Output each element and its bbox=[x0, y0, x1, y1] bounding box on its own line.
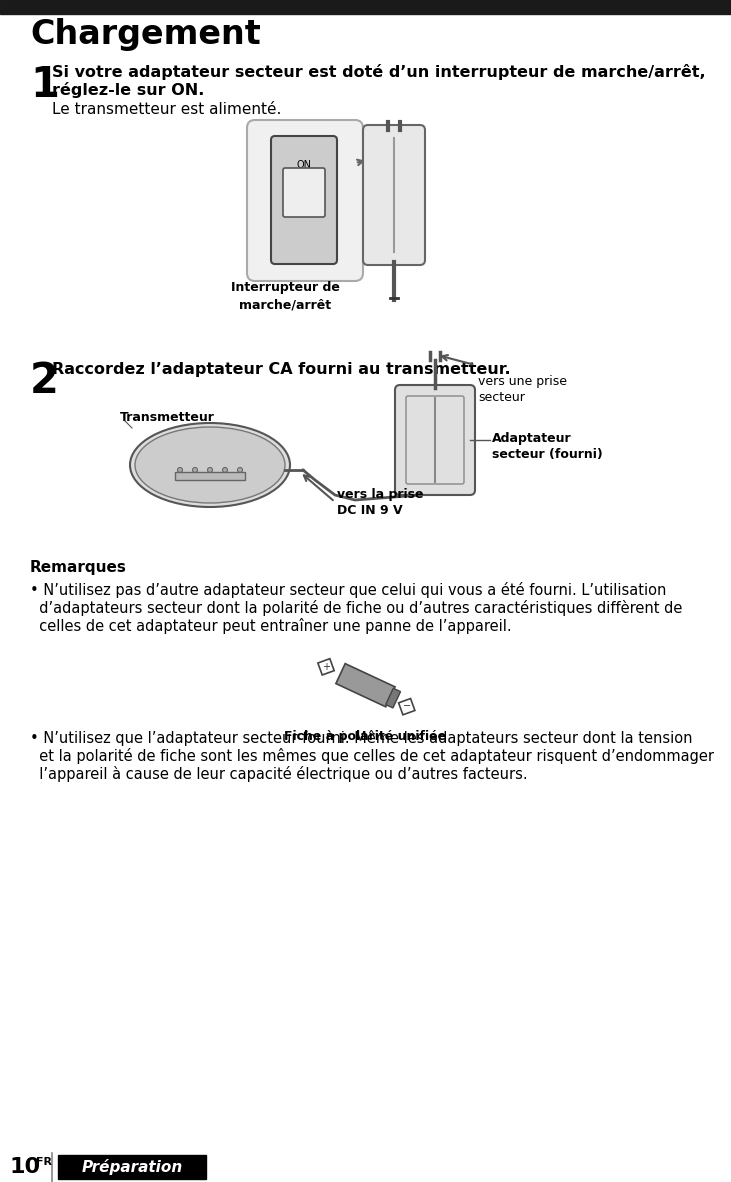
Text: Le transmetteur est alimenté.: Le transmetteur est alimenté. bbox=[52, 102, 281, 117]
Circle shape bbox=[222, 468, 227, 473]
FancyBboxPatch shape bbox=[271, 136, 337, 264]
Text: vers la prise
DC IN 9 V: vers la prise DC IN 9 V bbox=[337, 488, 423, 517]
Text: celles de cet adaptateur peut entraîner une panne de l’appareil.: celles de cet adaptateur peut entraîner … bbox=[30, 618, 512, 634]
Text: Adaptateur
secteur (fourni): Adaptateur secteur (fourni) bbox=[492, 431, 603, 461]
Text: 1: 1 bbox=[30, 64, 59, 106]
Circle shape bbox=[208, 468, 213, 473]
Text: +: + bbox=[322, 662, 330, 673]
Circle shape bbox=[238, 468, 243, 473]
Circle shape bbox=[192, 468, 197, 473]
Ellipse shape bbox=[130, 423, 290, 507]
Text: Si votre adaptateur secteur est doté d’un interrupteur de marche/arrêt,: Si votre adaptateur secteur est doté d’u… bbox=[52, 64, 705, 80]
Text: d’adaptateurs secteur dont la polarité de fiche ou d’autres caractéristiques dif: d’adaptateurs secteur dont la polarité d… bbox=[30, 600, 682, 616]
Text: −: − bbox=[403, 701, 411, 712]
Text: Raccordez l’adaptateur CA fourni au transmetteur.: Raccordez l’adaptateur CA fourni au tran… bbox=[52, 362, 511, 377]
FancyBboxPatch shape bbox=[363, 125, 425, 265]
Text: Interrupteur de
marche/arrêt: Interrupteur de marche/arrêt bbox=[230, 281, 339, 311]
Text: et la polarité de fiche sont les mêmes que celles de cet adaptateur risquent d’e: et la polarité de fiche sont les mêmes q… bbox=[30, 748, 714, 764]
Text: • N’utilisez pas d’autre adaptateur secteur que celui qui vous a été fourni. L’u: • N’utilisez pas d’autre adaptateur sect… bbox=[30, 582, 667, 598]
FancyBboxPatch shape bbox=[395, 385, 475, 495]
Ellipse shape bbox=[135, 427, 285, 504]
Bar bbox=[58, 1155, 206, 1178]
FancyBboxPatch shape bbox=[283, 168, 325, 217]
Text: Chargement: Chargement bbox=[30, 18, 261, 51]
Text: 10: 10 bbox=[10, 1157, 41, 1177]
Bar bbox=[0, 0, 731, 14]
Bar bbox=[336, 663, 395, 707]
Polygon shape bbox=[318, 658, 334, 675]
Text: Remarques: Remarques bbox=[30, 560, 127, 574]
Text: Préparation: Préparation bbox=[81, 1160, 183, 1175]
FancyBboxPatch shape bbox=[247, 121, 363, 281]
Text: réglez-le sur ON.: réglez-le sur ON. bbox=[52, 82, 205, 98]
Bar bbox=[386, 688, 401, 708]
Bar bbox=[175, 472, 245, 480]
Text: 2: 2 bbox=[30, 361, 59, 402]
Text: Transmetteur: Transmetteur bbox=[120, 411, 215, 424]
Text: Fiche à polarité unifiée: Fiche à polarité unifiée bbox=[284, 730, 446, 743]
Polygon shape bbox=[398, 699, 415, 715]
Text: ON: ON bbox=[297, 160, 311, 170]
Circle shape bbox=[178, 468, 183, 473]
Text: • N’utilisez que l’adaptateur secteur fourni. Même les adaptateurs secteur dont : • N’utilisez que l’adaptateur secteur fo… bbox=[30, 730, 692, 746]
Text: l’appareil à cause de leur capacité électrique ou d’autres facteurs.: l’appareil à cause de leur capacité élec… bbox=[30, 766, 528, 782]
Text: vers une prise
secteur: vers une prise secteur bbox=[478, 375, 567, 404]
Text: FR: FR bbox=[36, 1157, 52, 1167]
